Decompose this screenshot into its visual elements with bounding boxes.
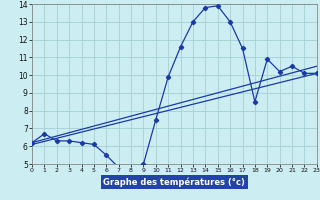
X-axis label: Graphe des températures (°c): Graphe des températures (°c) — [103, 177, 245, 187]
